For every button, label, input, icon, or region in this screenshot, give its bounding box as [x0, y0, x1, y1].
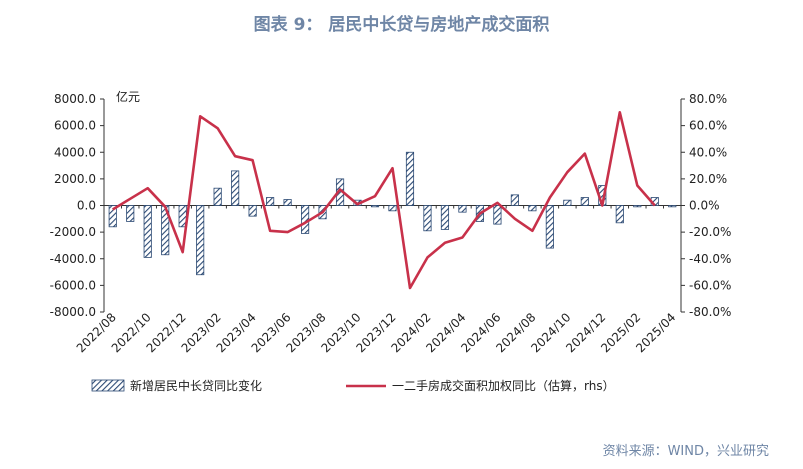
source-note: 资料来源：WIND，兴业研究 [602, 444, 769, 459]
right-tick-label: 0.0% [689, 199, 720, 213]
bar [388, 205, 397, 212]
left-tick-label: 8000.0 [54, 92, 96, 106]
bar [440, 205, 450, 230]
bar [563, 199, 572, 206]
bar [633, 205, 642, 208]
bar [231, 170, 240, 206]
right-tick-label: 60.0% [689, 119, 727, 133]
right-tick-label: 20.0% [689, 172, 727, 186]
series-line [112, 111, 656, 290]
right-tick-label: -60.0% [689, 278, 731, 292]
bar [266, 197, 275, 206]
left-tick-label: -6000.0 [50, 278, 96, 292]
legend: 新增居民中长贷同比变化 一二手房成交面积加权同比（估算，rhs） [91, 378, 615, 393]
left-tick-label: -2000.0 [50, 225, 96, 239]
bar [301, 205, 310, 234]
bar [143, 205, 152, 258]
left-tick-label: 0.0 [77, 199, 96, 213]
legend-bar-label: 新增居民中长贷同比变化 [130, 378, 262, 393]
bar [196, 205, 205, 276]
right-tick-label: -40.0% [689, 252, 731, 266]
bar [510, 194, 519, 206]
right-tick-label: -80.0% [689, 305, 731, 319]
chart-title: 图表 9： 居民中长贷与房地产成交面积 [253, 15, 550, 35]
legend-bar-swatch [91, 379, 125, 392]
bar [283, 199, 292, 206]
line-layer [112, 111, 656, 290]
right-tick-label: -20.0% [689, 225, 731, 239]
bar [668, 205, 677, 208]
left-axis-unit-label: 亿元 [116, 89, 140, 104]
left-tick-label: -4000.0 [50, 252, 96, 266]
bar [423, 205, 432, 232]
legend-line-label: 一二手房成交面积加权同比（估算，rhs） [392, 378, 615, 393]
left-tick-label: 2000.0 [54, 172, 96, 186]
bar [126, 205, 135, 222]
left-tick-label: -8000.0 [50, 305, 96, 319]
bar [108, 205, 117, 228]
left-tick-label: 6000.0 [54, 119, 96, 133]
bar [580, 197, 589, 206]
bar [213, 187, 222, 206]
bar [248, 205, 257, 217]
bar [370, 205, 380, 208]
bar [545, 205, 554, 249]
bar [528, 205, 537, 212]
left-tick-label: 4000.0 [54, 145, 96, 159]
right-tick-label: 40.0% [689, 145, 727, 159]
bar [405, 151, 415, 206]
bar [458, 205, 467, 213]
bar [493, 205, 502, 225]
right-tick-label: 80.0% [689, 92, 727, 106]
labels-layer: 8000.0 6000.0 4000.0 2000.0 0.0 -2000.0 -4000.… [50, 89, 732, 355]
bar [615, 205, 624, 224]
